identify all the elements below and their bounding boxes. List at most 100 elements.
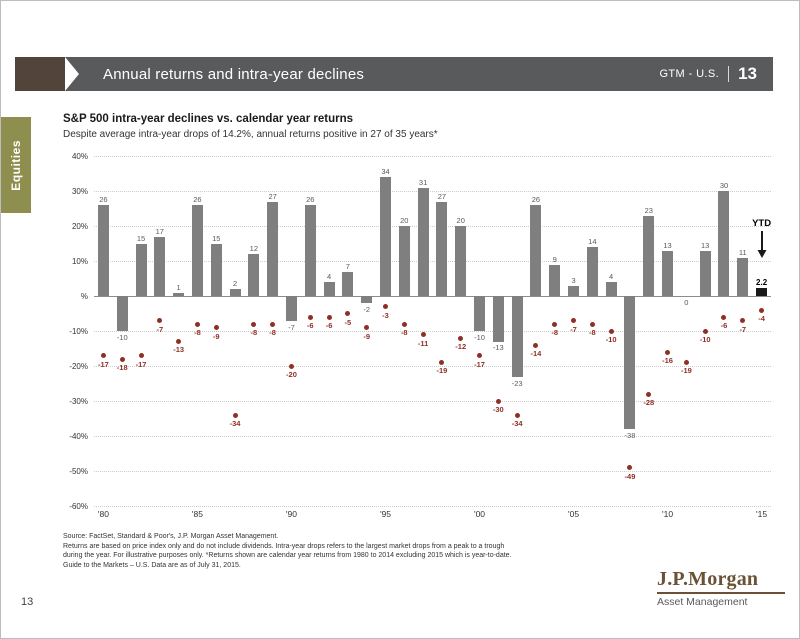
decline-dot xyxy=(571,318,577,323)
return-bar xyxy=(605,282,617,296)
source-line: Guide to the Markets – U.S. Data are as … xyxy=(63,561,241,569)
return-bar xyxy=(304,205,316,296)
return-bar xyxy=(323,282,335,296)
decline-value-label: -3 xyxy=(382,310,389,320)
gtm-page-number: 13 xyxy=(738,64,757,83)
y-tick-label: -60% xyxy=(69,501,88,511)
return-bar xyxy=(116,296,128,331)
x-axis: '80 '85 '90 '95 '00 '05 '10 '15 xyxy=(94,509,771,521)
return-value-label: 27 xyxy=(437,191,447,201)
return-value-label: 4 xyxy=(326,272,332,281)
decline-value-label: -34 xyxy=(511,419,523,428)
y-axis: 40% 30% 20% 10%% -10% -20% -30% -40% -50% -60% xyxy=(51,152,88,511)
y-tick-label: 40% xyxy=(71,151,88,161)
return-value-label: 15 xyxy=(212,233,221,243)
x-tick-label: '10 xyxy=(662,509,674,519)
y-tick-label: 20% xyxy=(71,221,88,231)
decline-dot xyxy=(345,311,351,316)
return-bar xyxy=(624,296,636,429)
decline-dot xyxy=(514,412,520,418)
jpmorgan-logo-division: Asset Management xyxy=(657,592,785,608)
grid-line xyxy=(94,366,771,367)
decline-dot xyxy=(646,391,652,397)
chart-title: S&P 500 intra-year declines vs. calendar… xyxy=(63,113,353,125)
plot-area: YTD 26 -17 -10 -18 15 -17 17 -7 1 -13 26 -8 15 -9 2 -34… xyxy=(94,156,771,507)
return-bar xyxy=(229,289,241,296)
decline-value-label: -8 xyxy=(551,328,559,337)
source-line: Returns are based on price index only an… xyxy=(63,542,505,550)
return-value-label: 2 xyxy=(232,279,238,288)
decline-value-label: -8 xyxy=(269,328,276,337)
grid-line xyxy=(94,506,771,507)
ytd-arrow-icon xyxy=(757,231,767,258)
decline-value-label: -19 xyxy=(680,366,692,376)
decline-dot xyxy=(589,321,595,327)
decline-value-label: -8 xyxy=(400,328,408,337)
zero-axis-line xyxy=(94,296,771,297)
decline-value-label: -17 xyxy=(97,359,109,369)
return-bar xyxy=(191,205,203,296)
grid-line xyxy=(94,436,771,437)
decline-value-label: -28 xyxy=(643,398,655,407)
return-value-label: 26 xyxy=(306,195,315,204)
grid-line xyxy=(94,156,771,157)
return-value-label: 1 xyxy=(176,282,181,292)
decline-value-label: -14 xyxy=(530,349,542,358)
decline-dot xyxy=(420,332,426,337)
return-bar xyxy=(267,201,279,296)
return-bar xyxy=(248,254,260,296)
decline-dot xyxy=(608,328,614,334)
x-tick-label: '95 xyxy=(379,509,392,519)
decline-value-label: -7 xyxy=(739,324,747,334)
grid-line xyxy=(94,401,771,402)
decline-value-label: -6 xyxy=(720,321,728,330)
return-value-label: 20 xyxy=(400,216,409,225)
return-bar xyxy=(511,296,523,377)
return-bar xyxy=(756,288,768,296)
return-bar xyxy=(417,187,429,296)
return-value-label: -13 xyxy=(492,343,504,353)
decline-value-label: -30 xyxy=(492,405,504,414)
return-value-label: 27 xyxy=(268,191,277,201)
return-bar xyxy=(173,292,185,296)
decline-value-label: -8 xyxy=(589,328,596,337)
return-bar xyxy=(737,257,749,296)
decline-value-label: -19 xyxy=(436,366,448,376)
return-value-label: -38 xyxy=(624,431,636,440)
decline-dot xyxy=(232,412,238,418)
decline-value-label: -8 xyxy=(194,328,201,337)
return-bar xyxy=(568,285,580,296)
jpmorgan-logo-name: J.P.Morgan xyxy=(657,568,759,590)
y-tick-label: -40% xyxy=(69,431,88,441)
decline-dot xyxy=(213,325,219,330)
decline-dot xyxy=(702,328,708,334)
decline-value-label: -4 xyxy=(758,314,765,323)
return-bar xyxy=(474,296,485,331)
x-tick-label: '80 xyxy=(97,509,109,519)
decline-value-label: -10 xyxy=(605,335,617,344)
sidebar-tab-equities: Equities xyxy=(1,117,31,213)
decline-dot xyxy=(740,318,746,323)
decline-dot xyxy=(458,335,464,341)
decline-value-label: -5 xyxy=(344,317,352,327)
return-bar xyxy=(361,296,373,303)
x-tick-label: '85 xyxy=(191,509,203,519)
return-bar xyxy=(135,243,147,296)
return-value-label: 13 xyxy=(663,240,672,250)
decline-dot xyxy=(157,318,163,323)
y-tick-label: 10% xyxy=(71,256,88,266)
decline-value-label: -17 xyxy=(474,359,485,369)
return-value-label: 0 xyxy=(684,298,689,307)
jpmorgan-logo: J.P.Morgan Asset Management xyxy=(657,568,785,608)
decline-dot xyxy=(759,307,765,313)
decline-dot xyxy=(477,353,482,358)
source-line: during the year. For illustrative purpos… xyxy=(63,552,512,559)
gtm-label: GTM - U.S. xyxy=(659,68,720,80)
return-bar xyxy=(586,247,598,296)
grid-line xyxy=(94,191,771,192)
return-value-label: 7 xyxy=(345,261,350,271)
decline-value-label: -13 xyxy=(173,345,185,355)
decline-dot xyxy=(721,314,727,320)
decline-dot xyxy=(665,349,671,355)
return-bar xyxy=(530,205,542,296)
